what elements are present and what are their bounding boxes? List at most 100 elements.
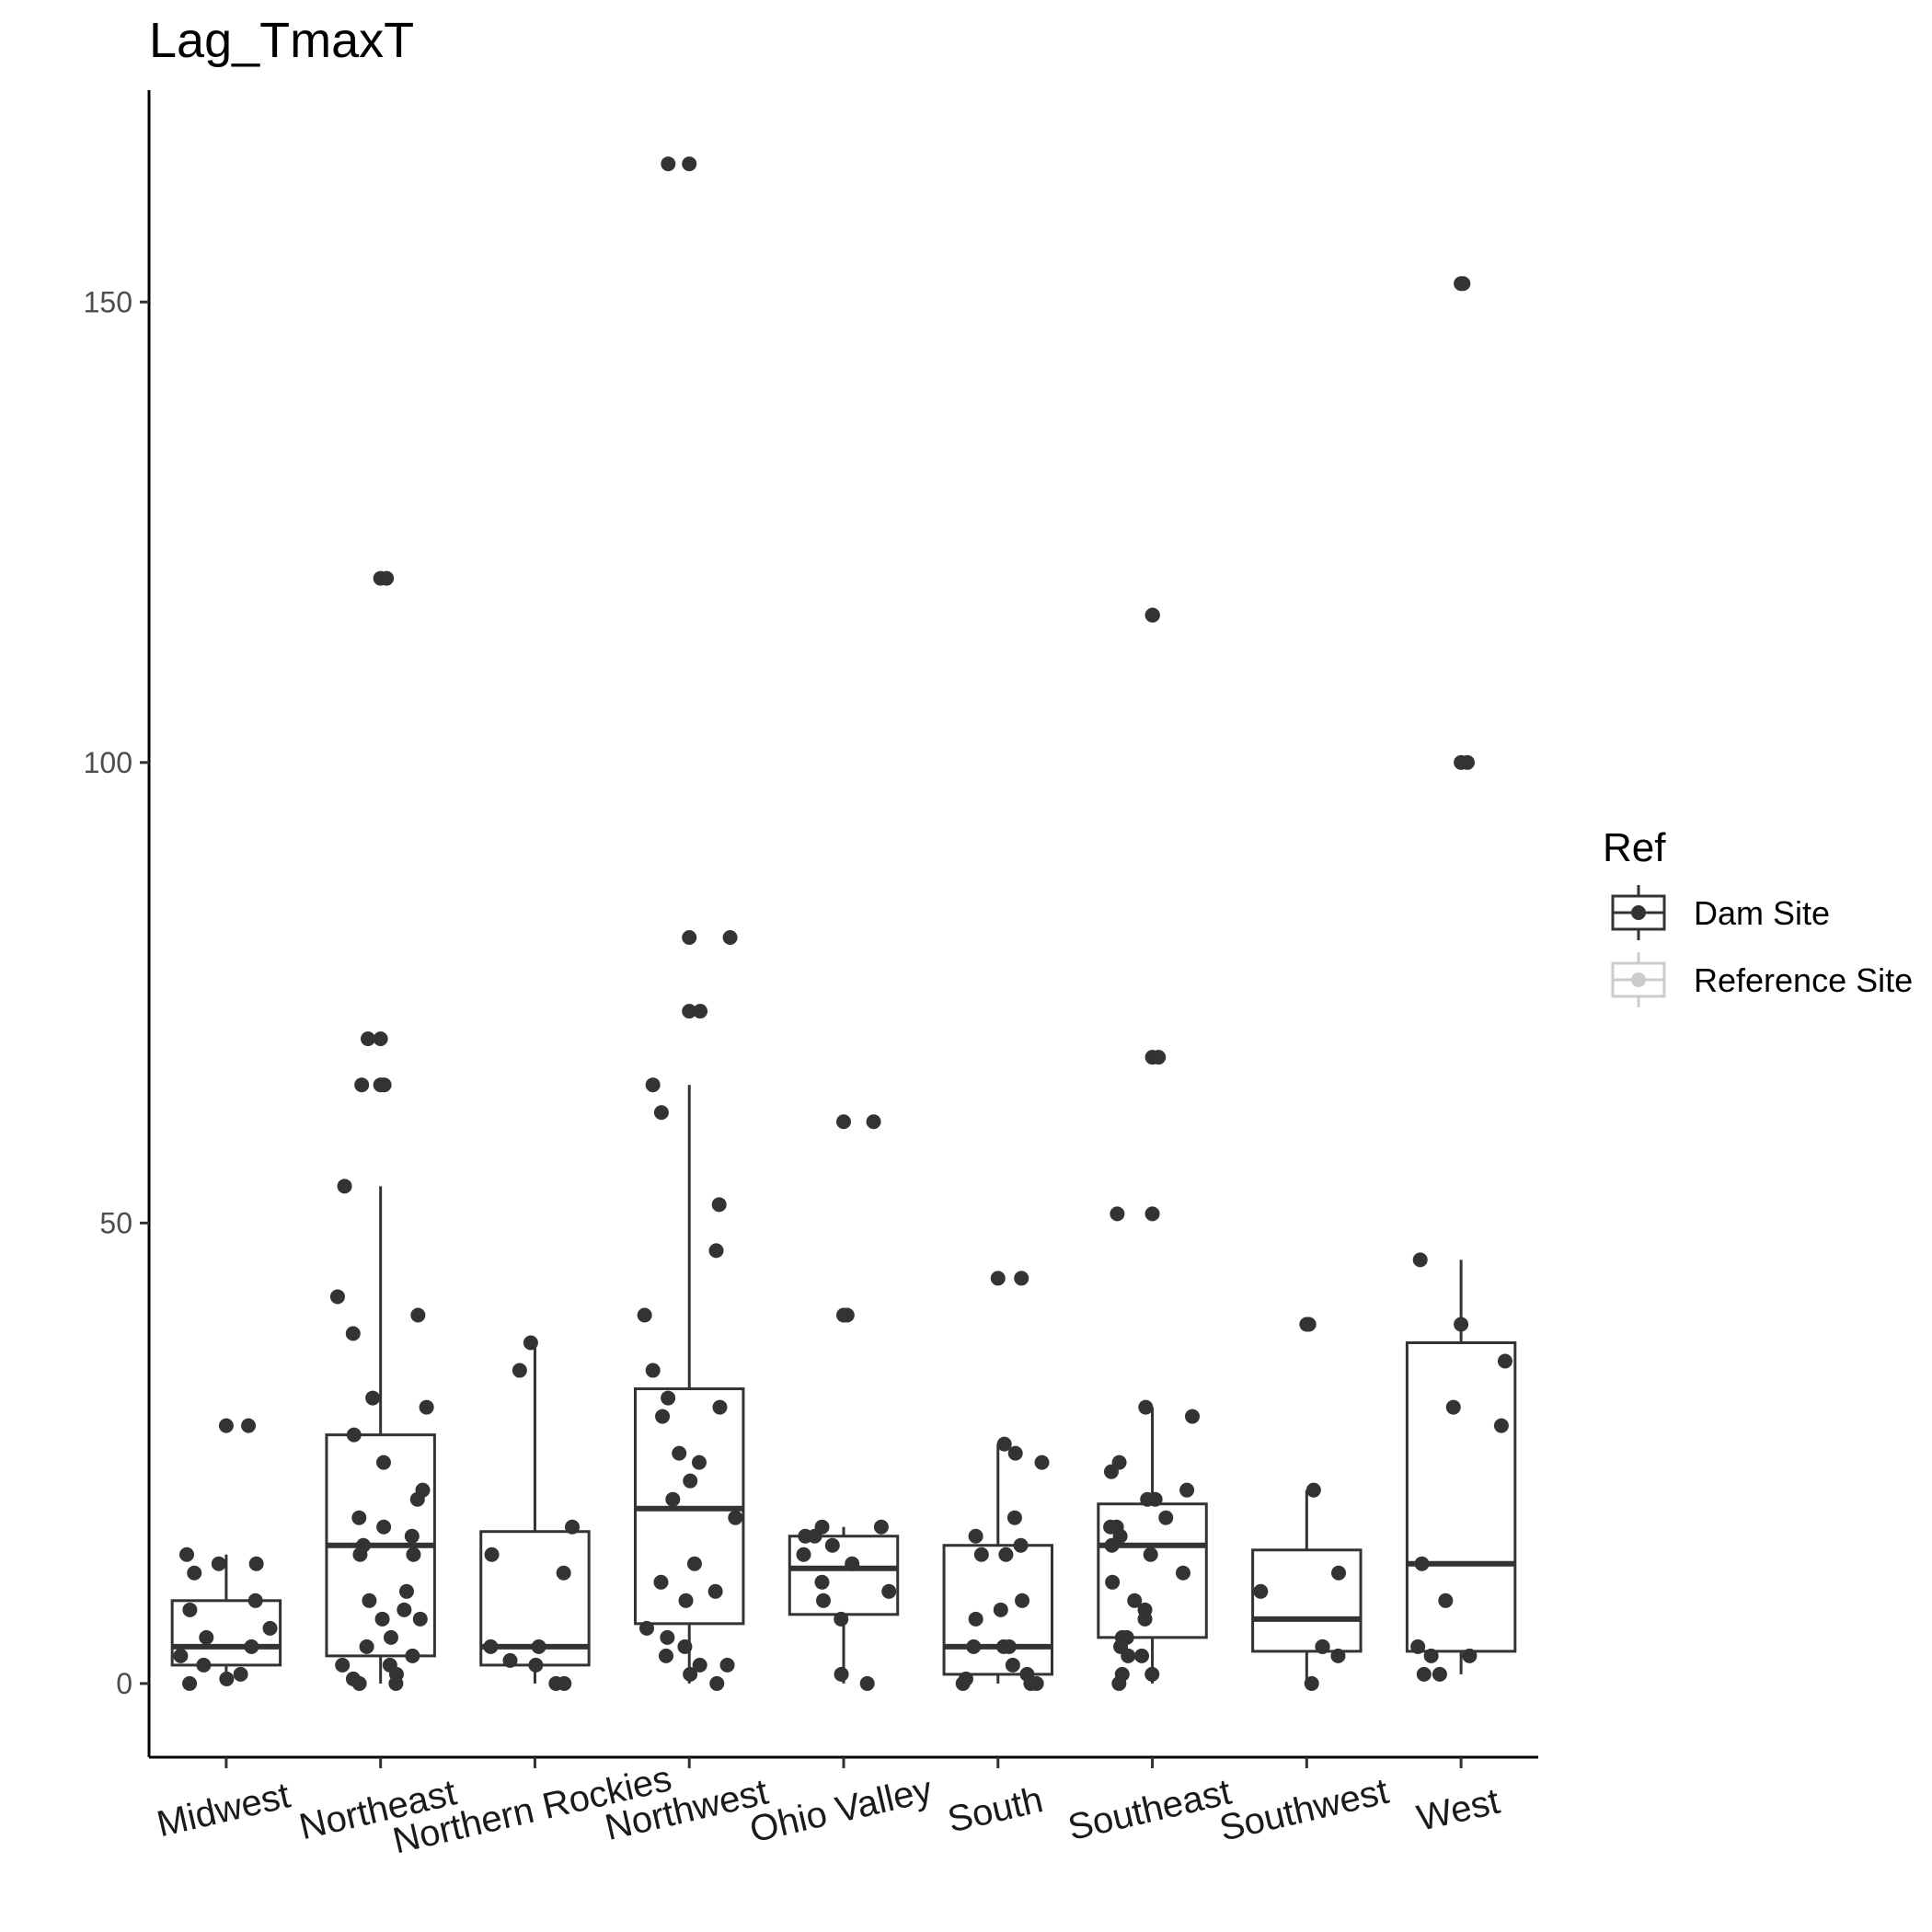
data-point (658, 1648, 673, 1663)
data-point (1134, 1648, 1150, 1663)
legend-entry: Dam Site (1611, 885, 1830, 940)
data-point (637, 1307, 652, 1323)
data-point (707, 1583, 723, 1599)
data-point (728, 1510, 743, 1525)
legend-title: Ref (1603, 825, 1666, 870)
data-point (262, 1620, 278, 1636)
data-point (388, 1675, 404, 1691)
data-point (1103, 1464, 1119, 1479)
data-point (708, 1243, 724, 1259)
data-point (1001, 1639, 1017, 1654)
data-point (404, 1528, 420, 1544)
data-point (1158, 1510, 1174, 1525)
data-point (691, 1455, 707, 1470)
data-point (335, 1657, 351, 1673)
data-point (1034, 1455, 1050, 1470)
data-point (1144, 607, 1160, 623)
data-point (1416, 1666, 1432, 1682)
data-point (1301, 1317, 1317, 1332)
data-point (645, 1363, 661, 1378)
data-point (351, 1675, 367, 1691)
data-point (548, 1675, 564, 1691)
data-point (483, 1639, 499, 1654)
data-point (881, 1583, 897, 1599)
data-point (1110, 1206, 1125, 1222)
data-point (1331, 1565, 1347, 1581)
data-point (993, 1602, 1008, 1617)
data-point (1330, 1648, 1346, 1663)
data-point (712, 1399, 728, 1415)
data-point (839, 1307, 855, 1323)
data-point (1138, 1399, 1154, 1415)
data-point (1006, 1510, 1022, 1525)
x-tick-label: Southwest (1215, 1771, 1392, 1849)
legend: Ref Dam Site Reference Site (1603, 825, 1913, 1007)
data-point (677, 1639, 693, 1654)
y-tick-label: 0 (116, 1667, 132, 1700)
data-point (719, 1657, 735, 1673)
data-point (1445, 1399, 1461, 1415)
data-point (1438, 1593, 1454, 1608)
data-point (655, 1409, 671, 1424)
data-point (410, 1307, 426, 1323)
outlier-point (682, 930, 697, 946)
data-point (1144, 1666, 1160, 1682)
data-point (692, 1657, 707, 1673)
data-point (722, 930, 738, 946)
data-point (565, 1519, 581, 1535)
data-point (359, 1639, 374, 1654)
data-point (187, 1565, 202, 1581)
data-point (1137, 1611, 1153, 1627)
data-point (1104, 1537, 1120, 1553)
data-point (365, 1390, 381, 1406)
data-point (1111, 1675, 1127, 1691)
box (1251, 1548, 1363, 1653)
data-point (1423, 1648, 1439, 1663)
y-tick-label: 100 (84, 746, 132, 779)
data-point (182, 1675, 198, 1691)
data-point (845, 1556, 860, 1571)
data-point (814, 1574, 830, 1590)
data-point (397, 1602, 412, 1617)
data-point (405, 1648, 420, 1663)
data-point (1305, 1482, 1321, 1498)
outlier-point (836, 1114, 851, 1130)
data-point (1143, 1547, 1158, 1562)
data-point (973, 1547, 989, 1562)
data-point (329, 1289, 345, 1305)
x-tick-label: South (944, 1779, 1047, 1840)
data-point (1455, 276, 1471, 292)
legend-key-point (1631, 905, 1646, 920)
data-point (219, 1671, 235, 1686)
data-point (955, 1675, 971, 1691)
data-point (968, 1528, 983, 1544)
data-point (419, 1399, 434, 1415)
outlier-point (218, 1418, 234, 1433)
data-point (1412, 1252, 1428, 1268)
data-point (665, 1491, 681, 1507)
data-point (686, 1556, 702, 1571)
box (1405, 1341, 1517, 1653)
data-point (502, 1652, 518, 1668)
data-point (1497, 1353, 1512, 1369)
data-point (1005, 1657, 1020, 1673)
x-tick-label: West (1413, 1781, 1503, 1839)
data-point (1029, 1675, 1044, 1691)
data-point (362, 1593, 377, 1608)
data-point (178, 1547, 194, 1562)
data-point (1127, 1593, 1143, 1608)
outlier-point (373, 1031, 388, 1047)
data-point (1151, 1050, 1167, 1065)
data-point (996, 1436, 1012, 1452)
data-point (352, 1547, 368, 1562)
data-point (1007, 1445, 1023, 1461)
outlier-point (682, 156, 697, 172)
data-point (1175, 1565, 1190, 1581)
data-point (1184, 1409, 1200, 1424)
data-point (528, 1657, 544, 1673)
data-point (1013, 1537, 1029, 1553)
data-point (645, 1077, 661, 1093)
data-point (345, 1326, 361, 1341)
data-point (683, 1666, 698, 1682)
